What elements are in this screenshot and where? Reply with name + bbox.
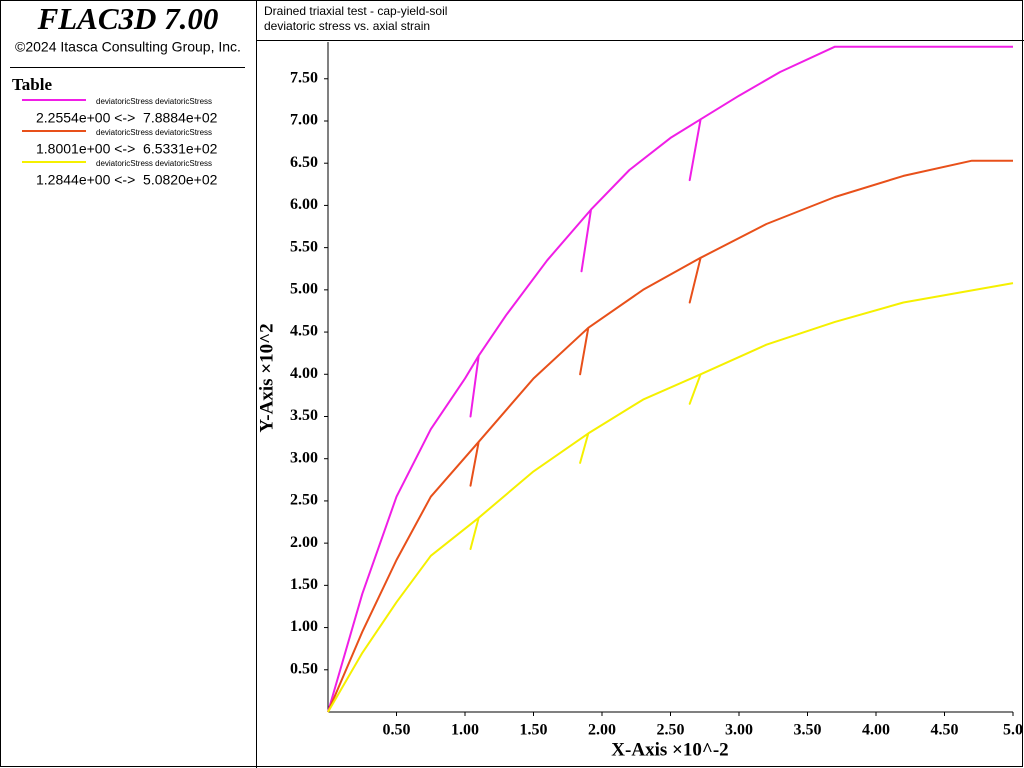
y-tick-label: 5.00 bbox=[290, 281, 318, 298]
y-tick-label: 7.00 bbox=[290, 112, 318, 129]
x-tick-label: 4.50 bbox=[931, 722, 959, 739]
y-tick-label: 6.50 bbox=[290, 154, 318, 171]
chart-title: Drained triaxial test - cap-yield-soil bbox=[264, 4, 447, 18]
legend-range: 1.2844e+00 <-> 5.0820e+02 bbox=[36, 172, 218, 188]
panel-title: Table bbox=[12, 75, 52, 94]
x-tick-label: 0.50 bbox=[383, 722, 411, 739]
legend-name: deviatoricStress deviatoricStress bbox=[96, 128, 212, 137]
y-tick-label: 4.50 bbox=[290, 323, 318, 340]
y-tick-label: 3.00 bbox=[290, 449, 318, 466]
x-tick-label: 1.50 bbox=[520, 722, 548, 739]
y-tick-label: 3.50 bbox=[290, 407, 318, 424]
x-tick-label: 3.50 bbox=[794, 722, 822, 739]
y-tick-label: 5.50 bbox=[290, 238, 318, 255]
x-tick-label: 2.00 bbox=[588, 722, 616, 739]
legend-range: 1.8001e+00 <-> 6.5331e+02 bbox=[36, 141, 218, 157]
y-tick-label: 7.50 bbox=[290, 69, 318, 86]
x-tick-label: 2.50 bbox=[657, 722, 685, 739]
y-tick-label: 1.50 bbox=[290, 576, 318, 593]
x-axis-label: X-Axis ×10^-2 bbox=[611, 739, 728, 760]
y-tick-label: 6.00 bbox=[290, 196, 318, 213]
x-tick-label: 3.00 bbox=[725, 722, 753, 739]
y-tick-label: 2.00 bbox=[290, 534, 318, 551]
legend-name: deviatoricStress deviatoricStress bbox=[96, 97, 212, 106]
y-tick-label: 2.50 bbox=[290, 492, 318, 509]
x-tick-label: 5.0 bbox=[1003, 722, 1023, 739]
copyright: ©2024 Itasca Consulting Group, Inc. bbox=[15, 39, 241, 55]
series-line bbox=[327, 159, 1013, 713]
y-axis-label: Y-Axis ×10^2 bbox=[256, 323, 277, 432]
x-tick-label: 1.00 bbox=[451, 722, 479, 739]
x-tick-label: 4.00 bbox=[862, 722, 890, 739]
y-tick-label: 1.00 bbox=[290, 618, 318, 635]
series-line bbox=[327, 282, 1014, 713]
series-line bbox=[327, 45, 1013, 713]
app-title: FLAC3D 7.00 bbox=[37, 1, 219, 36]
y-tick-label: 4.00 bbox=[290, 365, 318, 382]
legend-range: 2.2554e+00 <-> 7.8884e+02 bbox=[36, 110, 218, 126]
chart-subtitle: deviatoric stress vs. axial strain bbox=[264, 19, 430, 33]
legend-name: deviatoricStress deviatoricStress bbox=[96, 159, 212, 168]
y-tick-label: 0.50 bbox=[290, 660, 318, 677]
